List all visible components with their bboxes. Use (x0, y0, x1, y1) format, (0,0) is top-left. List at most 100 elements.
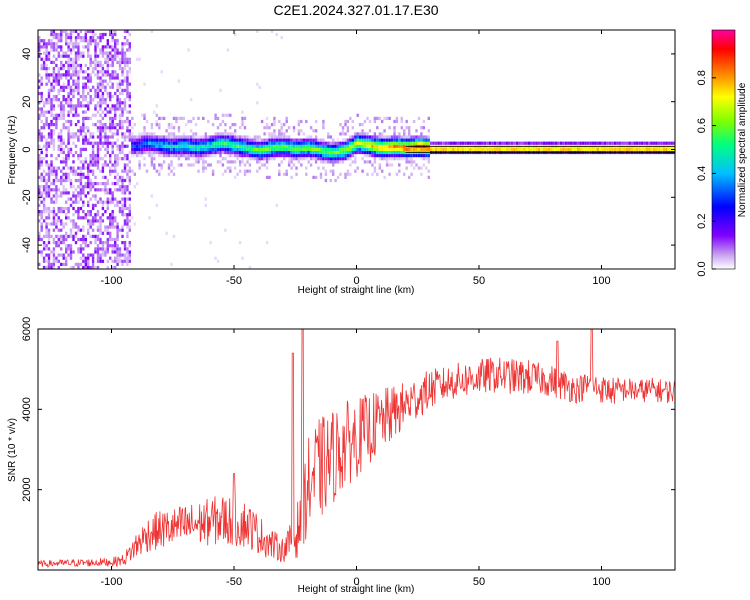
heatmap-cell (116, 88, 119, 92)
heatmap-cell (42, 51, 46, 55)
heatmap-cell (251, 154, 254, 158)
heatmap-cell (192, 154, 195, 158)
heatmap-cell (290, 175, 293, 179)
heatmap-cell (349, 144, 352, 148)
heatmap-cell (116, 54, 119, 58)
heatmap-cell (292, 126, 296, 130)
heatmap-cell (62, 222, 65, 226)
heatmap-cell (77, 247, 80, 251)
heatmap-cell (408, 135, 411, 139)
heatmap-cell (270, 157, 274, 161)
heatmap-cell (45, 82, 48, 86)
heatmap-cell (280, 135, 283, 139)
heatmap-cell (114, 265, 117, 269)
heatmap-cell (189, 147, 193, 151)
heatmap-cell (388, 141, 391, 145)
heatmap-cell (185, 154, 188, 158)
heatmap-cell (405, 154, 408, 158)
heatmap-cell (192, 157, 195, 161)
heatmap-cell (290, 154, 293, 158)
heatmap-cell (52, 188, 56, 192)
heatmap-cell (40, 216, 43, 220)
heatmap-cell (305, 150, 308, 155)
heatmap-cell (415, 147, 418, 151)
heatmap-cell (42, 259, 46, 263)
heatmap-cell (339, 172, 342, 176)
heatmap-cell (363, 150, 367, 155)
heatmap-cell (263, 132, 266, 136)
heatmap-cell (114, 48, 117, 52)
heatmap-cell (104, 250, 107, 254)
heatmap-cell (114, 203, 117, 207)
heatmap-cell (67, 154, 70, 158)
heatmap-cell (40, 213, 43, 217)
heatmap-cell (339, 150, 342, 155)
heatmap-cell (170, 132, 173, 136)
heatmap-cell (57, 241, 60, 245)
heatmap-cell (109, 73, 112, 77)
heatmap-cell (69, 253, 73, 257)
heatmap-cell (114, 250, 117, 254)
heatmap-cell (297, 160, 301, 164)
heatmap-cell (221, 147, 225, 151)
heatmap-cell (324, 147, 328, 151)
heatmap-cell (258, 144, 261, 148)
heatmap-cell (96, 70, 100, 74)
heatmap-cell (483, 141, 487, 145)
heatmap-cell (128, 166, 131, 170)
heatmap-cell (319, 157, 323, 161)
heatmap-cell (422, 138, 425, 142)
heatmap-cell (47, 166, 51, 170)
heatmap-cell (258, 135, 261, 139)
heatmap-cell (89, 210, 92, 214)
heatmap-cell (216, 132, 220, 136)
heatmap-cell (283, 157, 286, 161)
heatmap-cell (603, 141, 607, 145)
heatmap-cell (314, 147, 318, 151)
heatmap-cell (111, 135, 114, 139)
heatmap-cell (87, 116, 90, 120)
heatmap-cell (207, 138, 210, 142)
heatmap-cell (60, 63, 63, 68)
heatmap-cell (123, 178, 127, 183)
heatmap-cell (45, 234, 48, 238)
heatmap-cell (89, 234, 92, 238)
heatmap-cell (148, 147, 151, 151)
heatmap-cell (57, 135, 60, 139)
heatmap-cell (99, 259, 102, 263)
heatmap-cell (65, 70, 68, 74)
heatmap-cell (400, 116, 403, 120)
heatmap-cell (393, 138, 396, 142)
heatmap-cell (69, 76, 73, 80)
heatmap-cell (238, 160, 242, 164)
heatmap-cell (241, 123, 244, 127)
heatmap-cell (62, 116, 65, 120)
heatmap-cell (221, 157, 225, 161)
heatmap-cell (42, 113, 46, 117)
heatmap-cell (248, 169, 252, 173)
heatmap-cell (109, 157, 112, 161)
heatmap-cell (65, 36, 68, 40)
heatmap-cell (136, 154, 139, 158)
heatmap-cell (69, 30, 73, 33)
heatmap-cell (312, 138, 315, 142)
heatmap-cell (243, 144, 247, 148)
heatmap-cell (121, 234, 124, 238)
heatmap-cell (52, 45, 56, 49)
heatmap-cell (263, 157, 266, 161)
heatmap-cell (94, 250, 97, 254)
heatmap-cell (99, 79, 102, 83)
heatmap-cell (586, 147, 590, 151)
heatmap-cell (285, 138, 288, 142)
heatmap-cell (123, 132, 127, 136)
heatmap-cell (96, 259, 100, 263)
heatmap-cell (672, 141, 675, 145)
y-tick-label: -20 (21, 189, 33, 205)
heatmap-cell (45, 182, 48, 186)
heatmap-cell (96, 129, 100, 133)
heatmap-cell (339, 147, 342, 151)
heatmap-cell (138, 150, 141, 155)
heatmap-cell (111, 150, 114, 155)
heatmap-cell (275, 138, 278, 142)
heatmap-cell (96, 101, 100, 105)
